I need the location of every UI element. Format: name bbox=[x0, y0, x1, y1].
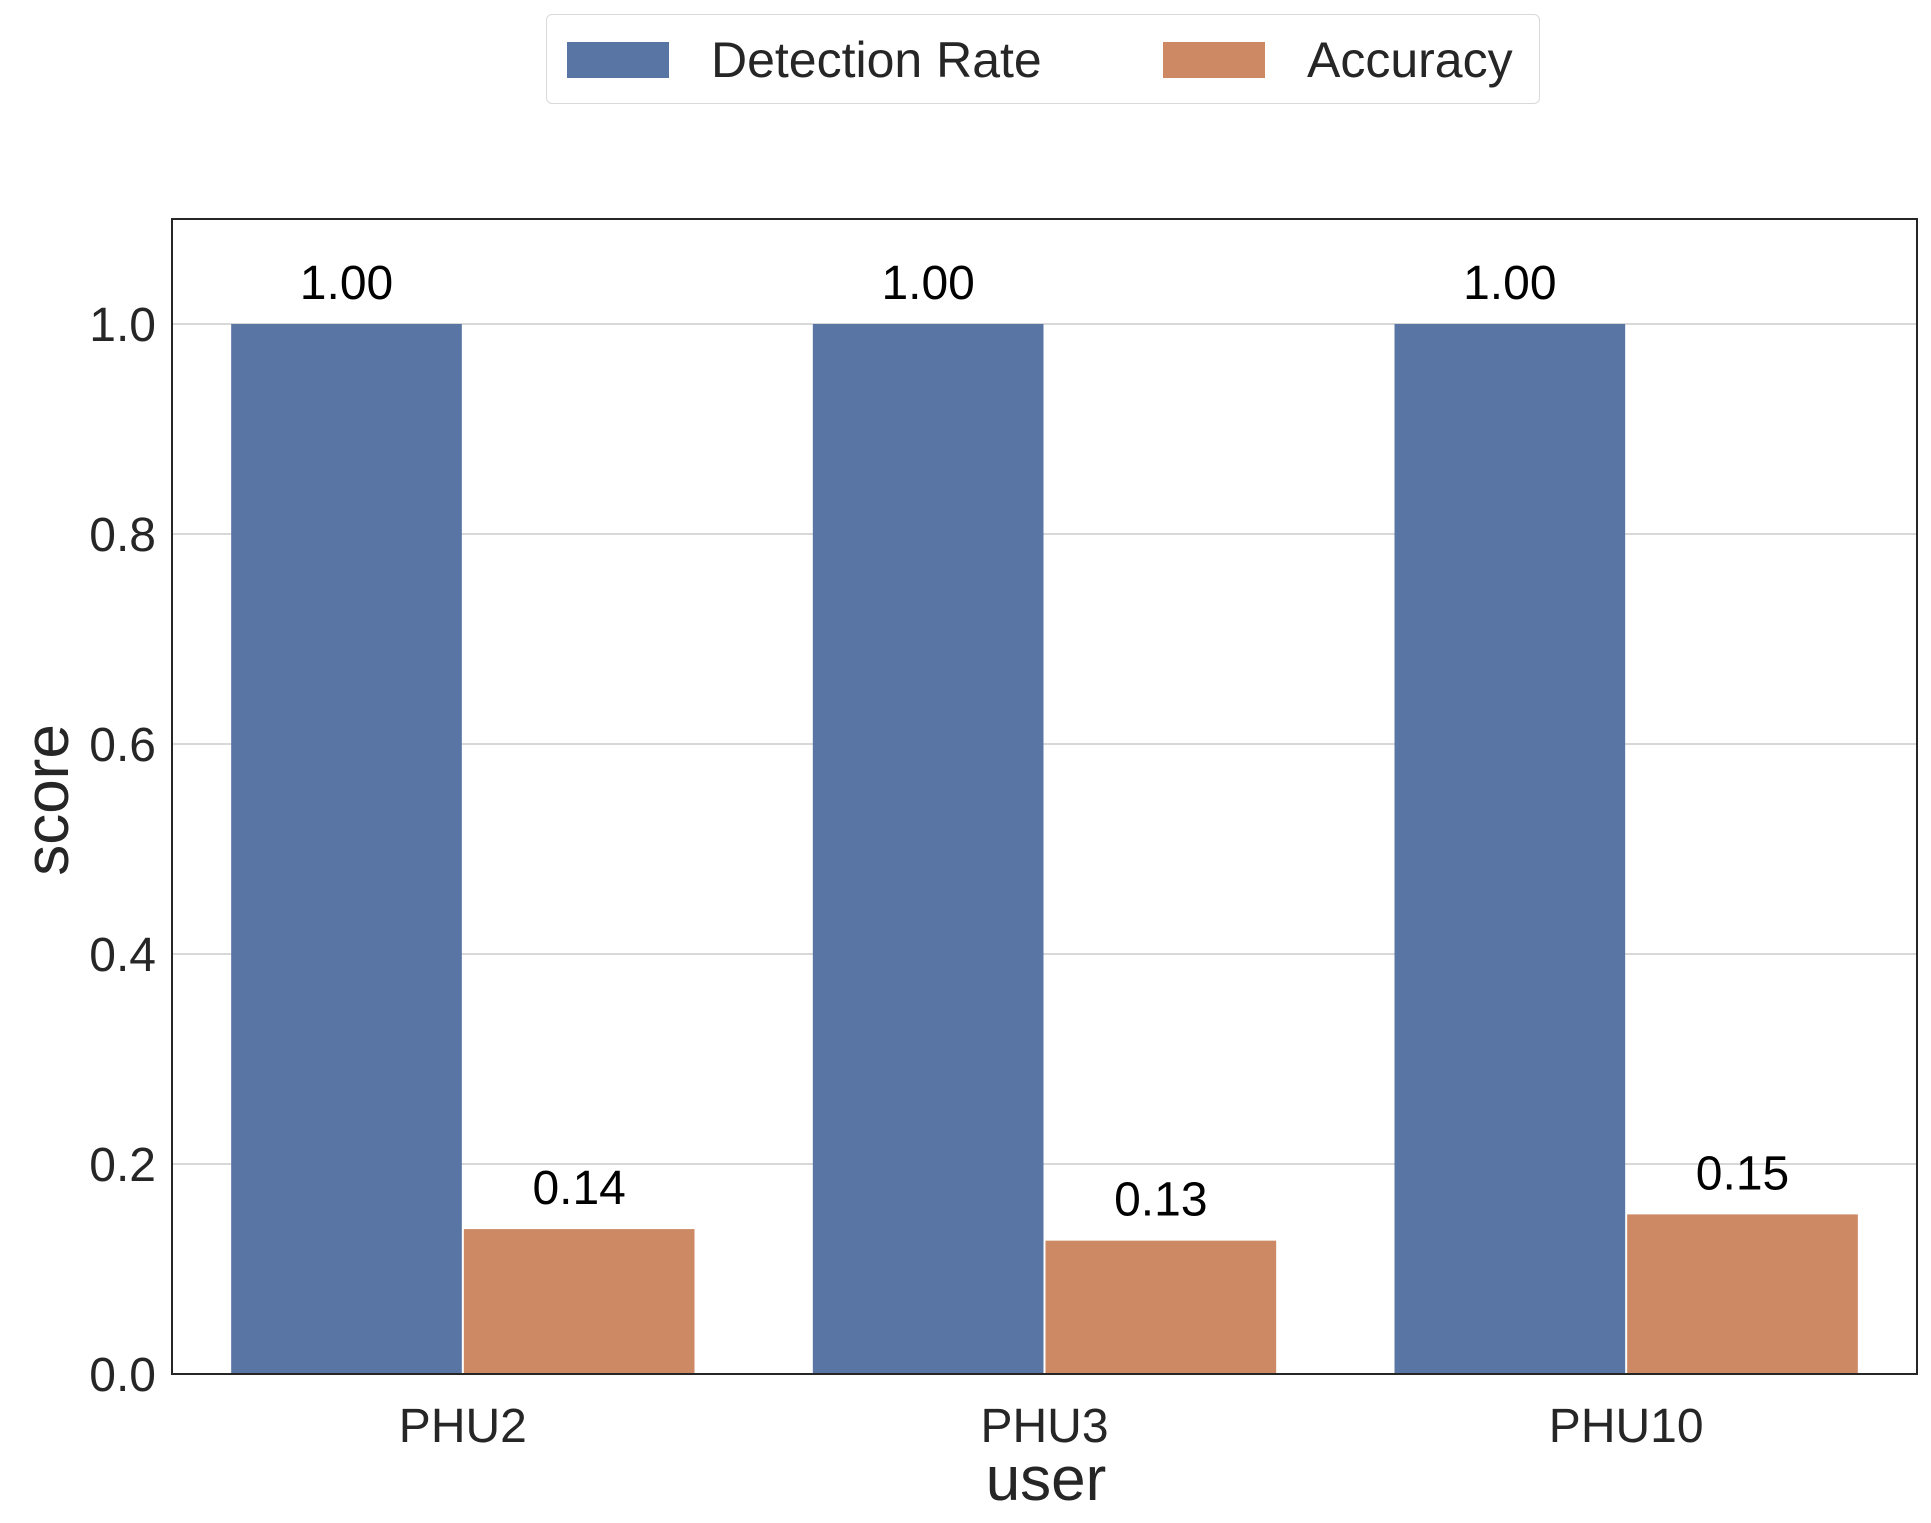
x-tick-label: PHU10 bbox=[1549, 1400, 1704, 1453]
y-tick-label: 0.2 bbox=[89, 1139, 156, 1192]
y-tick-label: 0.8 bbox=[89, 509, 156, 562]
value-label: 0.15 bbox=[1696, 1147, 1789, 1200]
y-axis-ticks: 0.0 0.2 0.4 0.6 0.8 1.0 bbox=[89, 299, 156, 1402]
x-axis-label: user bbox=[986, 1445, 1107, 1514]
legend-item-detection-rate: Detection Rate bbox=[567, 15, 1042, 105]
bar-accuracy-phu10 bbox=[1627, 1214, 1858, 1374]
bar-detection-rate-phu3 bbox=[812, 324, 1044, 1374]
y-tick-label: 0.6 bbox=[89, 719, 156, 772]
bar-accuracy-phu3 bbox=[1045, 1240, 1277, 1374]
legend: Detection Rate Accuracy bbox=[546, 14, 1540, 104]
value-label: 1.00 bbox=[881, 257, 974, 310]
x-axis-ticks: PHU2 PHU3 PHU10 bbox=[399, 1400, 1704, 1453]
legend-swatch-detection-rate bbox=[567, 42, 669, 78]
legend-label-accuracy: Accuracy bbox=[1307, 32, 1513, 88]
bars bbox=[231, 324, 1858, 1374]
y-axis-label: score bbox=[13, 724, 82, 876]
y-tick-label: 0.4 bbox=[89, 929, 156, 982]
x-tick-label: PHU2 bbox=[399, 1400, 527, 1453]
bar-detection-rate-phu2 bbox=[231, 324, 462, 1374]
y-tick-label: 1.0 bbox=[89, 299, 156, 352]
value-label: 1.00 bbox=[300, 257, 393, 310]
legend-swatch-accuracy bbox=[1163, 42, 1265, 78]
y-tick-label: 0.0 bbox=[89, 1349, 156, 1402]
bar-accuracy-phu2 bbox=[463, 1229, 695, 1374]
x-tick-label: PHU3 bbox=[980, 1400, 1108, 1453]
legend-item-accuracy: Accuracy bbox=[1163, 15, 1513, 105]
value-label: 1.00 bbox=[1463, 257, 1556, 310]
bar-detection-rate-phu10 bbox=[1394, 324, 1626, 1374]
legend-label-detection-rate: Detection Rate bbox=[711, 32, 1042, 88]
value-label: 0.13 bbox=[1114, 1174, 1207, 1227]
value-labels: 1.00 0.14 1.00 0.13 1.00 0.15 bbox=[300, 257, 1789, 1227]
value-label: 0.14 bbox=[532, 1162, 625, 1215]
plot-frame bbox=[171, 218, 1918, 1375]
